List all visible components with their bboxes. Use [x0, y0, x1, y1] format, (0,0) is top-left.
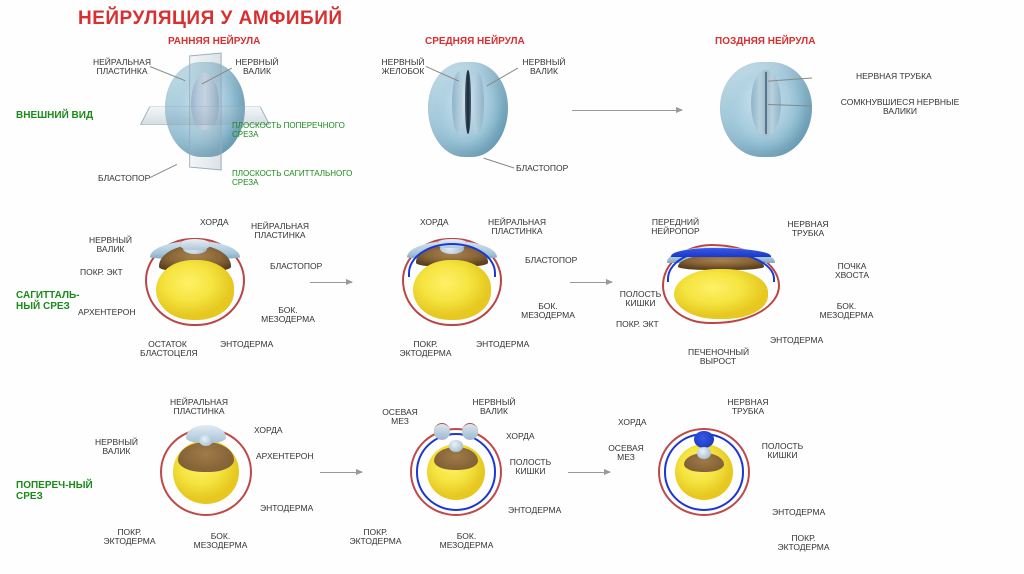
- leader: [483, 158, 514, 168]
- lbl-bp1: БЛАСТОПОР: [98, 174, 150, 183]
- t3-ch: ХОРДА: [618, 418, 647, 427]
- main-title: НЕЙРУЛЯЦИЯ У АМФИБИЙ: [78, 8, 343, 30]
- s3-lv: ПЕЧЕНОЧНЫЙ ВЫРОСТ: [688, 348, 748, 367]
- s3-an: ПЕРЕДНИЙ НЕЙРОПОР: [648, 218, 703, 237]
- arrow-t2: [568, 472, 610, 473]
- lbl-nf1: НЕРВНЫЙ ВАЛИК: [233, 58, 281, 77]
- s3-nt: НЕРВНАЯ ТРУБКА: [784, 220, 832, 239]
- ext-late: [720, 62, 812, 157]
- lbl-plane-s: ПЛОСКОСТЬ САГИТТАЛЬНОГО СРЕЗА: [232, 170, 362, 188]
- s1-nf: НЕРВНЫЙ ВАЛИК: [78, 236, 143, 255]
- t3-nt: НЕРВНАЯ ТРУБКА: [724, 398, 772, 417]
- t2-lm: БОК. МЕЗОДЕРМА: [434, 532, 499, 551]
- sag-late: [662, 244, 780, 324]
- s2-ch: ХОРДА: [420, 218, 449, 227]
- sag-mid: [402, 238, 502, 326]
- lbl-nf2: НЕРВНЫЙ ВАЛИК: [520, 58, 568, 77]
- stage-early: РАННЯЯ НЕЙРУЛА: [168, 36, 260, 47]
- s1-br: ОСТАТОК БЛАСТОЦЕЛЯ: [140, 340, 195, 359]
- t2-nf: НЕРВНЫЙ ВАЛИК: [470, 398, 518, 417]
- s1-en: ЭНТОДЕРМА: [220, 340, 273, 349]
- s1-np: НЕЙРАЛЬНАЯ ПЛАСТИНКА: [250, 222, 310, 241]
- lbl-cf: СОМКНУВШИЕСЯ НЕРВНЫЕ ВАЛИКИ: [840, 98, 960, 117]
- ext-mid: [428, 62, 508, 157]
- s2-en: ЭНТОДЕРМА: [476, 340, 529, 349]
- t2-gc: ПОЛОСТЬ КИШКИ: [508, 458, 553, 477]
- trans-mid: [410, 428, 502, 516]
- arrow-sag1: [310, 282, 352, 283]
- sag-early: [145, 238, 245, 326]
- arrow-t1: [320, 472, 362, 473]
- s3-lm: БОК. МЕЗОДЕРМА: [814, 302, 879, 321]
- stage-mid: СРЕДНЯЯ НЕЙРУЛА: [425, 36, 525, 47]
- s2-bp: БЛАСТОПОР: [525, 256, 577, 265]
- s1-ch: ХОРДА: [200, 218, 229, 227]
- lbl-nt1: НЕРВНАЯ ТРУБКА: [856, 72, 932, 81]
- trans-early: [160, 428, 252, 516]
- row-trans: ПОПЕРЕЧ-НЫЙ СРЕЗ: [16, 480, 96, 502]
- s2-np: НЕЙРАЛЬНАЯ ПЛАСТИНКА: [488, 218, 546, 237]
- t1-ar: АРХЕНТЕРОН: [256, 452, 314, 461]
- t1-lm: БОК. МЕЗОДЕРМА: [188, 532, 253, 551]
- s1-lm: БОК. МЕЗОДЕРМА: [258, 306, 318, 325]
- t2-en: ЭНТОДЕРМА: [508, 506, 561, 515]
- s2-pe: ПОКР. ЭКТОДЕРМА: [398, 340, 453, 359]
- t2-am: ОСЕВАЯ МЕЗ: [380, 408, 420, 427]
- t3-en: ЭНТОДЕРМА: [772, 508, 825, 517]
- t3-pe: ПОКР. ЭКТОДЕРМА: [776, 534, 831, 553]
- s2-lm: БОК. МЕЗОДЕРМА: [518, 302, 578, 321]
- s3-en: ЭНТОДЕРМА: [770, 336, 823, 345]
- trans-late: [658, 428, 750, 516]
- t2-pe: ПОКР. ЭКТОДЕРМА: [348, 528, 403, 547]
- t1-pe: ПОКР. ЭКТОДЕРМА: [102, 528, 157, 547]
- s1-ce: ПОКР. ЭКТ: [80, 268, 123, 277]
- stage-late: ПОЗДНЯЯ НЕЙРУЛА: [715, 36, 815, 47]
- lbl-bp2: БЛАСТОПОР: [516, 164, 568, 173]
- s1-bp: БЛАСТОПОР: [270, 262, 322, 271]
- s1-ar: АРХЕНТЕРОН: [78, 308, 136, 317]
- lbl-np1: НЕЙРАЛЬНАЯ ПЛАСТИНКА: [92, 58, 152, 77]
- s3-ce: ПОКР. ЭКТ: [616, 320, 659, 329]
- arrow-sag2: [570, 282, 612, 283]
- t3-am: ОСЕВАЯ МЕЗ: [606, 444, 646, 463]
- t1-ch: ХОРДА: [254, 426, 283, 435]
- lbl-plane-t: ПЛОСКОСТЬ ПОПЕРЕЧНОГО СРЕЗА: [232, 122, 352, 140]
- t3-gc: ПОЛОСТЬ КИШКИ: [760, 442, 805, 461]
- arrow-ext: [572, 110, 682, 111]
- lbl-ng: НЕРВНЫЙ ЖЕЛОБОК: [378, 58, 428, 77]
- t1-en: ЭНТОДЕРМА: [260, 504, 313, 513]
- t2-ch: ХОРДА: [506, 432, 535, 441]
- row-ext: ВНЕШНИЙ ВИД: [16, 110, 93, 121]
- t1-nf: НЕРВНЫЙ ВАЛИК: [84, 438, 149, 457]
- s3-tb: ПОЧКА ХВОСТА: [832, 262, 872, 281]
- leader: [148, 164, 177, 178]
- t1-np: НЕЙРАЛЬНАЯ ПЛАСТИНКА: [170, 398, 228, 417]
- s3-gc: ПОЛОСТЬ КИШКИ: [618, 290, 663, 309]
